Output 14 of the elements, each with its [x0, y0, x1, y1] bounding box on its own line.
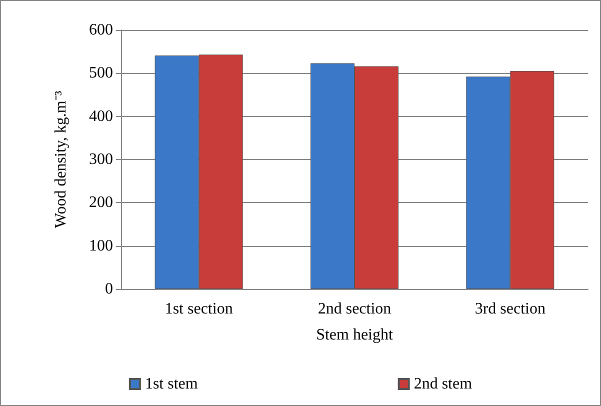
y-tick-label: 500: [89, 64, 113, 82]
y-tick-label: 200: [89, 194, 113, 212]
y-axis-title: Wood density, kg.m⁻³: [52, 90, 70, 228]
y-tick-label: 400: [89, 108, 113, 125]
y-tick-label: 300: [89, 151, 113, 168]
legend-label: 1st stem: [144, 376, 198, 392]
x-tick-label: 2nd section: [318, 300, 392, 318]
y-tick-label: 100: [89, 237, 113, 254]
x-axis-title: Stem height: [316, 326, 394, 344]
x-tick-label: 3rd section: [474, 300, 546, 318]
legend-label: 2nd stem: [414, 376, 473, 392]
x-tick-label: 1st section: [164, 300, 233, 318]
y-tick-label: 0: [105, 280, 113, 298]
y-tick-label: 600: [89, 22, 113, 38]
